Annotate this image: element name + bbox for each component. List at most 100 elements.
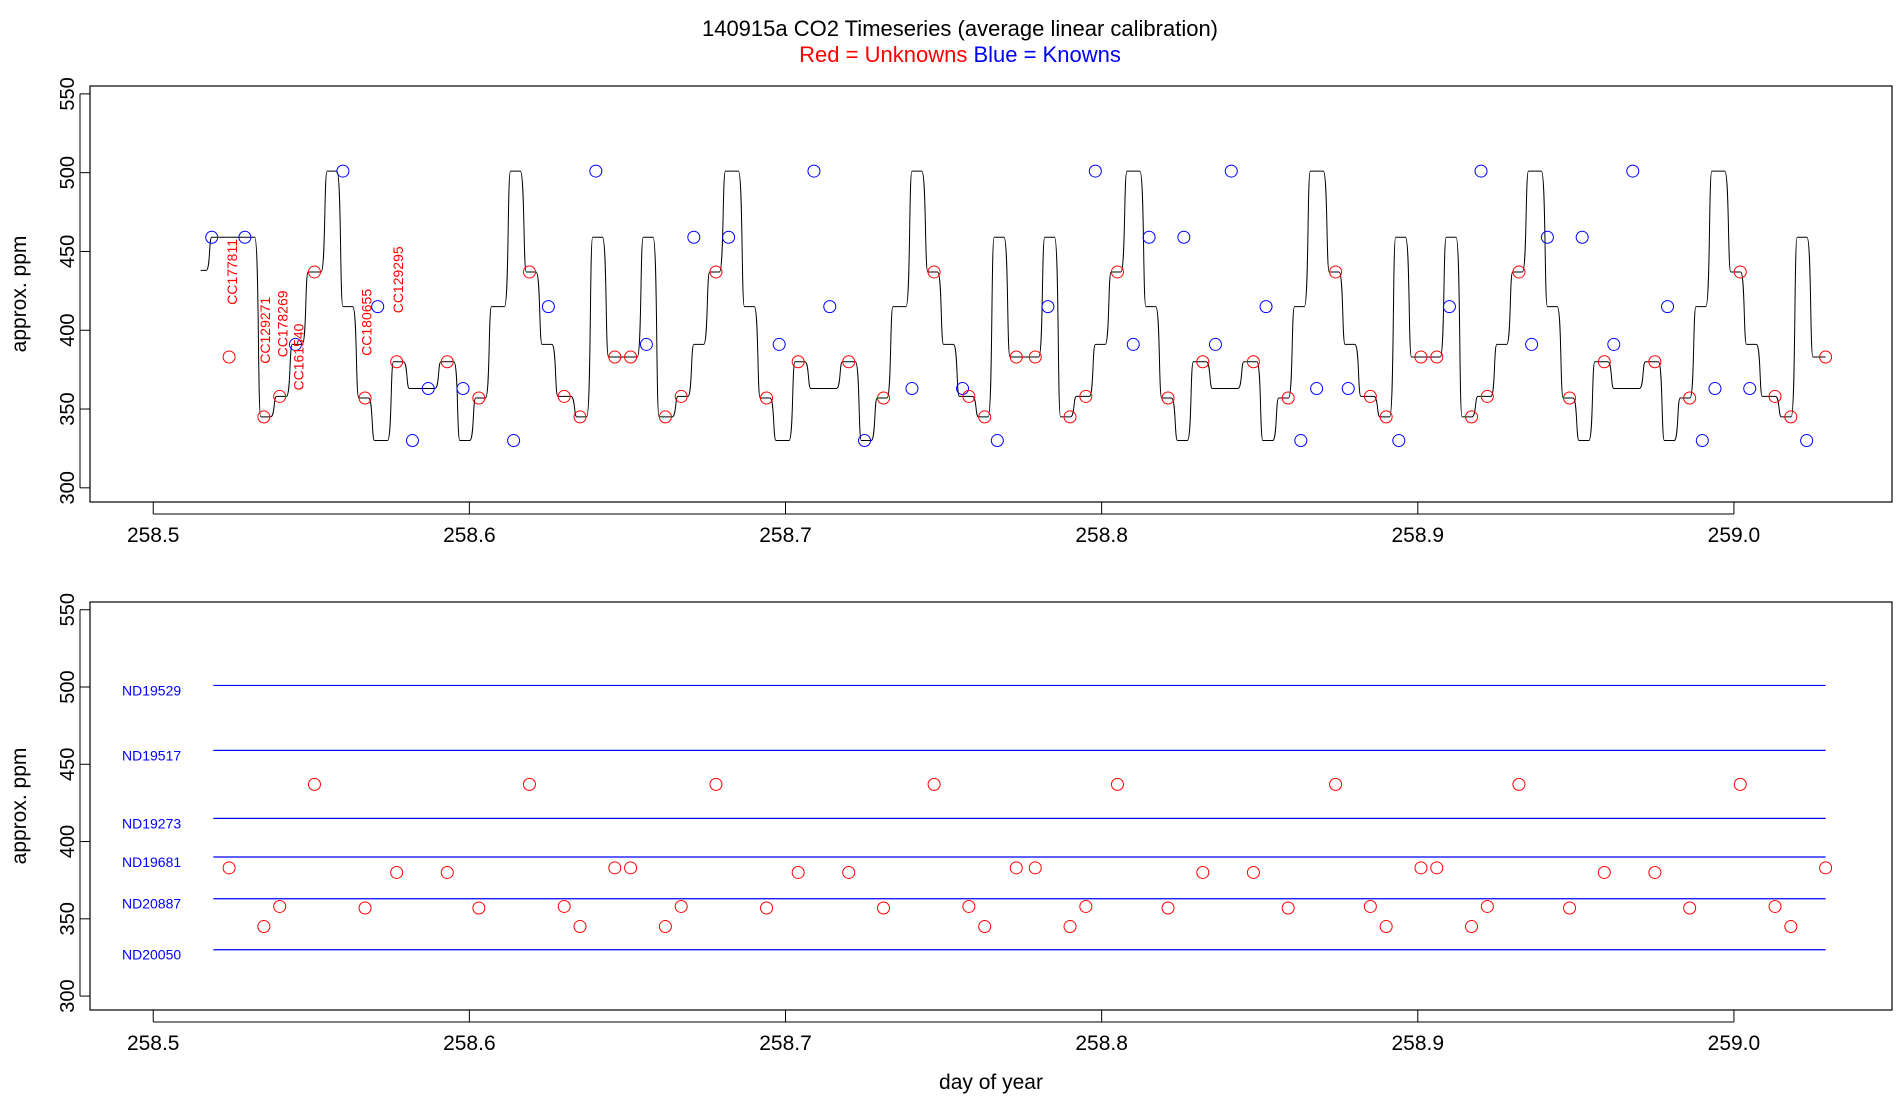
unknown-point bbox=[273, 899, 287, 913]
unknown-point bbox=[658, 920, 672, 934]
known-point bbox=[421, 382, 435, 396]
unknown-point bbox=[791, 355, 805, 369]
known-point bbox=[288, 337, 302, 351]
unknown-point bbox=[1363, 899, 1377, 913]
known-point bbox=[1708, 382, 1722, 396]
unknown-point bbox=[1597, 355, 1611, 369]
known-point bbox=[589, 164, 603, 178]
unknown-point bbox=[1683, 901, 1697, 915]
unknown-point bbox=[1414, 350, 1428, 364]
known-point bbox=[1525, 337, 1539, 351]
y-tick-label: 400 bbox=[57, 314, 79, 347]
known-point bbox=[687, 230, 701, 244]
top-panel-timeseries: 300 350 400 450 500 550 approx. ppm 258.5 258.6 2… bbox=[8, 77, 1893, 547]
known-point bbox=[1177, 230, 1191, 244]
unknown-point bbox=[927, 777, 941, 791]
known-point bbox=[905, 382, 919, 396]
known-point bbox=[205, 230, 219, 244]
unknown-point bbox=[1246, 865, 1260, 879]
known-point bbox=[990, 434, 1004, 448]
y-tick-label: 500 bbox=[57, 156, 79, 189]
known-point bbox=[456, 382, 470, 396]
unknown-point bbox=[608, 861, 622, 875]
x-tick-label: 258.6 bbox=[443, 524, 496, 547]
unknown-point bbox=[608, 350, 622, 364]
known-point bbox=[405, 434, 419, 448]
unknown-point bbox=[1161, 391, 1175, 405]
unknown-point bbox=[624, 861, 638, 875]
unknown-point bbox=[1196, 355, 1210, 369]
known-point bbox=[1607, 337, 1621, 351]
known-point bbox=[1259, 300, 1273, 314]
x-tick-label: 258.8 bbox=[1075, 524, 1128, 547]
unknown-point bbox=[222, 861, 236, 875]
unknown-point bbox=[791, 865, 805, 879]
unknown-point bbox=[1480, 389, 1494, 403]
unknown-point bbox=[1110, 777, 1124, 791]
annotation-label: CC180655 bbox=[358, 289, 374, 356]
unknown-point bbox=[440, 355, 454, 369]
known-point bbox=[1142, 230, 1156, 244]
y-tick-label: 550 bbox=[57, 593, 79, 626]
unknown-point bbox=[1512, 777, 1526, 791]
known-point bbox=[722, 230, 736, 244]
y-tick-label: 400 bbox=[57, 825, 79, 858]
unknown-point bbox=[257, 410, 271, 424]
unknown-point bbox=[257, 920, 271, 934]
unknown-point bbox=[1079, 899, 1093, 913]
unknown-point bbox=[557, 899, 571, 913]
unknown-point bbox=[1563, 391, 1577, 405]
unknown-point bbox=[1430, 350, 1444, 364]
unknown-point bbox=[1028, 861, 1042, 875]
y-tick-label: 300 bbox=[57, 471, 79, 504]
known-point bbox=[1800, 434, 1814, 448]
reference-line-label: ND20050 bbox=[122, 947, 181, 963]
unknown-point bbox=[1648, 355, 1662, 369]
known-point bbox=[1341, 382, 1355, 396]
unknown-point bbox=[1465, 410, 1479, 424]
x-axis-label: day of year bbox=[939, 1071, 1043, 1094]
annotation-label: CC178269 bbox=[275, 290, 291, 357]
known-point bbox=[807, 164, 821, 178]
unknown-point bbox=[522, 265, 536, 279]
known-point bbox=[1695, 434, 1709, 448]
reference-line-label: ND19273 bbox=[122, 815, 181, 831]
known-point bbox=[1540, 230, 1554, 244]
unknown-point bbox=[1009, 861, 1023, 875]
unknown-point bbox=[1563, 901, 1577, 915]
y-axis-label: approx. ppm bbox=[8, 236, 31, 353]
unknown-point bbox=[222, 350, 236, 364]
unknown-point bbox=[1063, 920, 1077, 934]
unknown-point bbox=[877, 391, 891, 405]
unknown-point bbox=[1480, 899, 1494, 913]
y-tick-label: 500 bbox=[57, 670, 79, 703]
unknown-point bbox=[709, 265, 723, 279]
unknown-point bbox=[1512, 265, 1526, 279]
x-tick-label: 259.0 bbox=[1708, 524, 1761, 547]
unknown-point bbox=[978, 410, 992, 424]
unknown-point bbox=[557, 389, 571, 403]
unknown-point bbox=[1196, 865, 1210, 879]
x-tick-label: 258.5 bbox=[127, 524, 180, 547]
unknown-point bbox=[1246, 355, 1260, 369]
annotation-label: CC129295 bbox=[390, 246, 406, 313]
unknown-point bbox=[760, 901, 774, 915]
unknown-point bbox=[1028, 350, 1042, 364]
unknown-point bbox=[307, 265, 321, 279]
known-point bbox=[1575, 230, 1589, 244]
unknown-point bbox=[674, 899, 688, 913]
unknown-point bbox=[1784, 920, 1798, 934]
x-tick-label: 258.7 bbox=[759, 1032, 812, 1055]
y-axis-label: approx. ppm bbox=[8, 748, 31, 865]
unknown-point bbox=[1281, 901, 1295, 915]
unknown-point bbox=[472, 901, 486, 915]
y-tick-label: 350 bbox=[57, 392, 79, 425]
plot-frame bbox=[89, 601, 1893, 1011]
unknown-point bbox=[1063, 410, 1077, 424]
x-tick-label: 259.0 bbox=[1708, 1032, 1761, 1055]
unknown-point bbox=[1819, 861, 1833, 875]
subtitle-unknowns: Red = Unknowns bbox=[799, 42, 967, 67]
unknown-point bbox=[1363, 389, 1377, 403]
